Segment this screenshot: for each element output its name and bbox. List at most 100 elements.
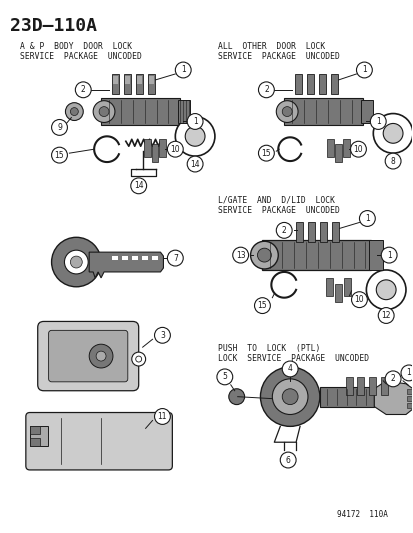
Circle shape: [96, 351, 106, 361]
Circle shape: [250, 241, 278, 269]
Text: 94172  110A: 94172 110A: [337, 511, 387, 520]
Circle shape: [258, 82, 274, 98]
Circle shape: [260, 367, 319, 426]
Bar: [406, 395, 413, 401]
Bar: [295, 222, 302, 242]
Circle shape: [135, 356, 141, 362]
Text: 7: 7: [173, 254, 177, 263]
Bar: [307, 222, 314, 242]
Bar: [406, 402, 413, 408]
Bar: [361, 100, 373, 124]
Circle shape: [282, 389, 297, 405]
Bar: [318, 74, 325, 94]
Circle shape: [350, 141, 366, 157]
Bar: [112, 256, 118, 260]
Circle shape: [232, 247, 248, 263]
Circle shape: [75, 82, 91, 98]
Text: 14: 14: [190, 159, 199, 168]
Text: 5: 5: [222, 373, 227, 382]
Text: SERVICE  PACKAGE  UNCODED: SERVICE PACKAGE UNCODED: [20, 52, 141, 61]
Bar: [368, 377, 375, 395]
Bar: [330, 74, 337, 94]
Bar: [178, 100, 190, 124]
Circle shape: [382, 124, 402, 143]
Text: 10: 10: [170, 144, 180, 154]
Circle shape: [52, 119, 67, 135]
Bar: [112, 74, 119, 94]
Circle shape: [373, 114, 412, 153]
Text: 14: 14: [133, 181, 143, 190]
Bar: [143, 139, 150, 157]
Circle shape: [384, 153, 400, 169]
Text: L/GATE  AND  D/LID  LOCK: L/GATE AND D/LID LOCK: [217, 196, 334, 205]
Text: 15: 15: [257, 301, 267, 310]
Bar: [334, 284, 341, 302]
Circle shape: [167, 141, 183, 157]
Circle shape: [70, 108, 78, 116]
Text: 2: 2: [81, 85, 85, 94]
Bar: [30, 438, 40, 446]
Bar: [356, 377, 363, 395]
Bar: [331, 222, 338, 242]
Bar: [334, 144, 341, 162]
Text: 9: 9: [57, 123, 62, 132]
Bar: [380, 377, 387, 395]
Bar: [141, 256, 147, 260]
FancyBboxPatch shape: [38, 321, 138, 391]
Circle shape: [64, 250, 88, 274]
Circle shape: [351, 292, 366, 308]
Text: ALL  OTHER  DOOR  LOCK: ALL OTHER DOOR LOCK: [217, 42, 324, 51]
Text: PUSH  TO  LOCK  (PTL): PUSH TO LOCK (PTL): [217, 344, 320, 353]
Bar: [131, 256, 138, 260]
Circle shape: [175, 117, 214, 156]
Text: 13: 13: [235, 251, 245, 260]
Text: 15: 15: [55, 151, 64, 159]
Text: 1: 1: [361, 66, 366, 75]
Circle shape: [282, 107, 292, 117]
Circle shape: [131, 352, 145, 366]
Circle shape: [216, 369, 232, 385]
Bar: [101, 98, 180, 125]
Circle shape: [228, 389, 244, 405]
Circle shape: [52, 237, 101, 287]
Bar: [406, 389, 413, 394]
Text: 1: 1: [375, 117, 380, 126]
Bar: [30, 426, 40, 434]
Bar: [148, 76, 153, 84]
Circle shape: [167, 250, 183, 266]
Bar: [294, 74, 301, 94]
Circle shape: [356, 62, 371, 78]
Text: 10: 10: [353, 144, 362, 154]
Circle shape: [258, 145, 274, 161]
Circle shape: [366, 270, 405, 310]
Bar: [306, 74, 313, 94]
Bar: [123, 74, 131, 94]
Polygon shape: [373, 381, 413, 415]
Circle shape: [93, 101, 115, 123]
Bar: [368, 240, 382, 270]
Circle shape: [154, 327, 170, 343]
Text: 23D–110A: 23D–110A: [10, 17, 97, 35]
Circle shape: [185, 126, 204, 146]
Bar: [345, 377, 351, 395]
Circle shape: [275, 101, 297, 123]
Text: 1: 1: [386, 251, 391, 260]
Circle shape: [52, 147, 67, 163]
Text: 2: 2: [263, 85, 268, 94]
Text: 1: 1: [192, 117, 197, 126]
Circle shape: [65, 103, 83, 120]
Circle shape: [275, 222, 292, 238]
Text: 8: 8: [390, 157, 394, 166]
Circle shape: [70, 256, 82, 268]
Circle shape: [254, 298, 270, 313]
Bar: [121, 256, 128, 260]
Bar: [319, 387, 373, 407]
Polygon shape: [89, 252, 163, 278]
Circle shape: [154, 409, 170, 424]
Text: 10: 10: [354, 295, 363, 304]
Bar: [159, 139, 166, 157]
FancyBboxPatch shape: [48, 330, 128, 382]
Circle shape: [131, 178, 146, 193]
Text: 3: 3: [160, 331, 164, 340]
Circle shape: [187, 114, 202, 130]
